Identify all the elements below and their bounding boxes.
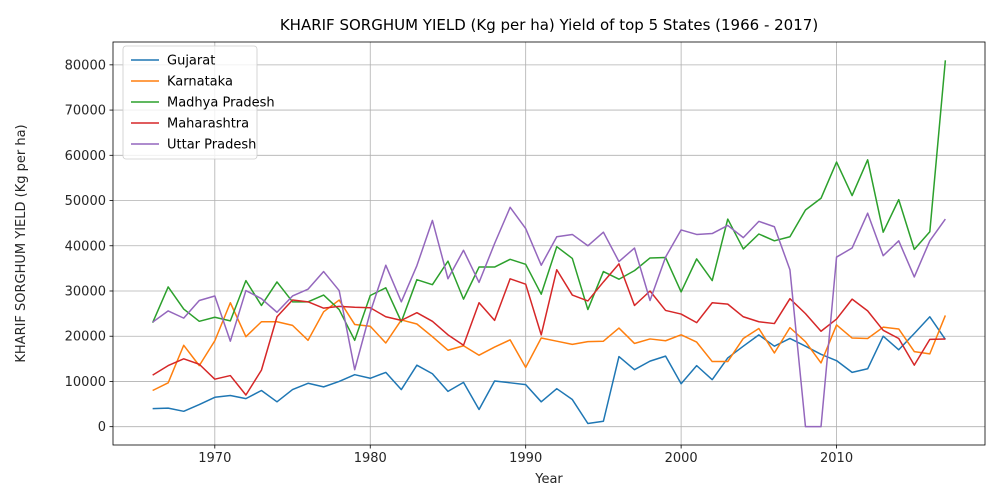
x-axis: 1970 1980 1990 2000 2010 — [198, 445, 853, 466]
legend-box — [122, 45, 258, 160]
legend: Gujarat Karnataka Madhya Pradesh Maharashtr… — [122, 45, 275, 160]
y-tick-label: 20000 — [65, 330, 106, 345]
x-tick-label: 2000 — [665, 451, 698, 466]
series-line-madhya-pradesh — [151, 60, 947, 342]
y-tick-label: 80000 — [65, 58, 106, 73]
legend-label-karnataka: Karnataka — [167, 75, 233, 90]
x-tick-label: 2010 — [820, 451, 853, 466]
chart-title: KHARIF SORGHUM YIELD (Kg per ha) Yield o… — [280, 16, 818, 34]
series-lines — [151, 60, 947, 428]
legend-label-gujarat: Gujarat — [167, 54, 215, 69]
y-tick-label: 50000 — [65, 194, 106, 209]
x-tick-label: 1970 — [198, 451, 231, 466]
y-axis: 0 10000 20000 30000 40000 50000 60000 70000 8000… — [65, 58, 113, 435]
series-line-maharashtra — [152, 263, 946, 396]
legend-label-madhya-pradesh: Madhya Pradesh — [167, 96, 275, 111]
legend-label-uttar-pradesh: Uttar Pradesh — [167, 138, 256, 153]
x-tick-label: 1990 — [509, 451, 542, 466]
grid — [113, 42, 985, 445]
y-tick-label: 40000 — [65, 239, 106, 254]
y-tick-label: 70000 — [65, 104, 106, 119]
x-axis-label: Year — [534, 472, 563, 487]
legend-label-maharashtra: Maharashtra — [167, 117, 249, 132]
series-line-uttar-pradesh — [152, 206, 946, 428]
y-tick-label: 30000 — [65, 284, 106, 299]
y-tick-label: 0 — [98, 420, 106, 435]
x-tick-label: 1980 — [354, 451, 387, 466]
y-axis-label: KHARIF SORGHUM YIELD (Kg per ha) — [14, 124, 29, 362]
series-line-gujarat — [152, 316, 946, 425]
plot-frame — [112, 41, 986, 446]
y-tick-label: 10000 — [65, 375, 106, 390]
y-tick-label: 60000 — [65, 149, 106, 164]
series-line-karnataka — [152, 299, 947, 392]
